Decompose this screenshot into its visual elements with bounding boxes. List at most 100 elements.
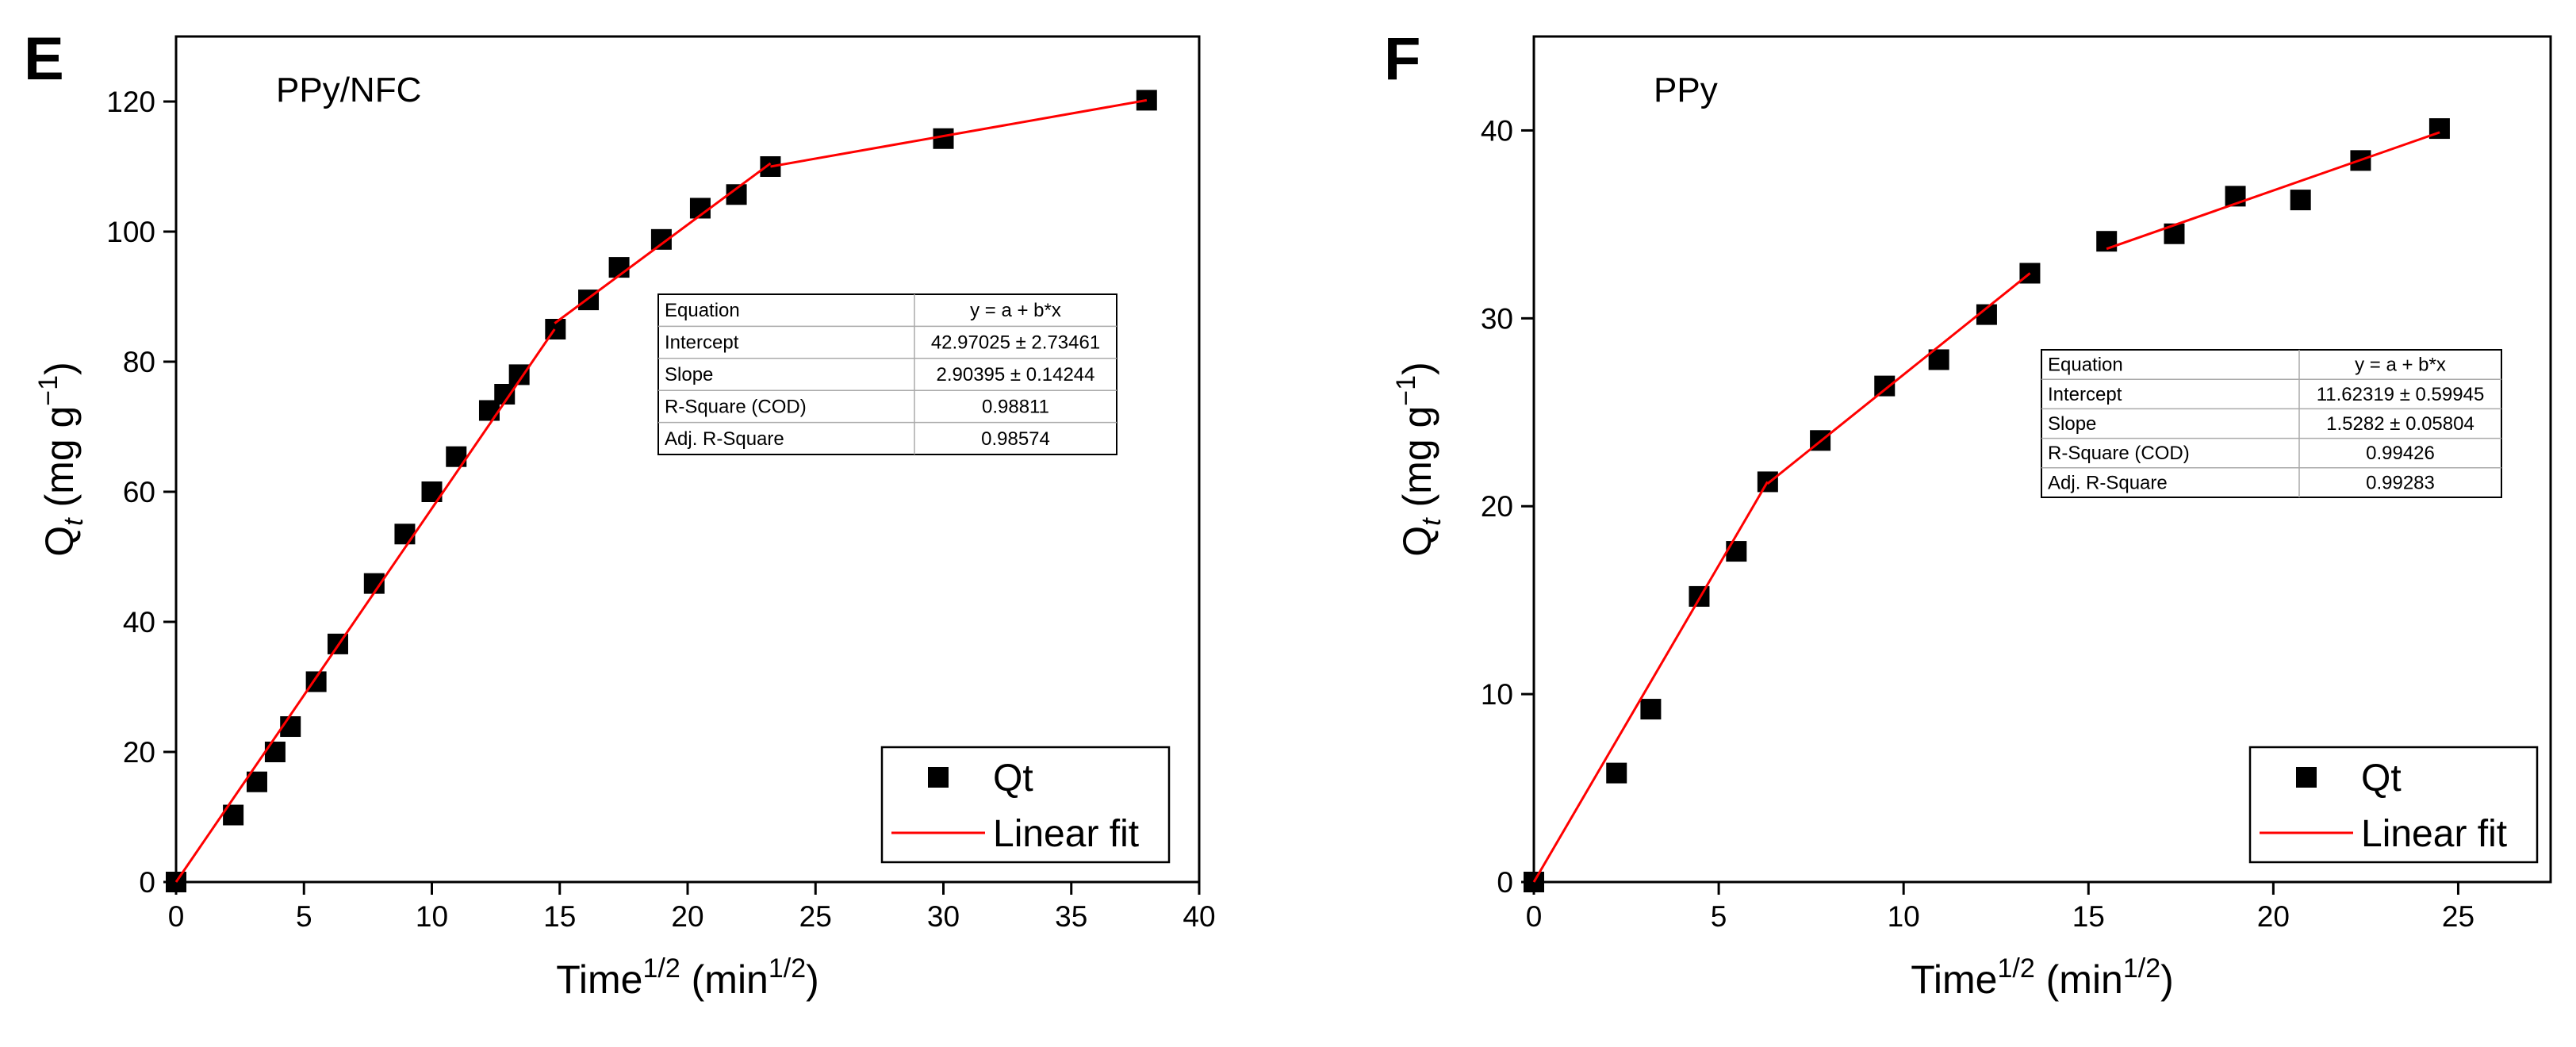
data-point [1689,585,1710,607]
table-cell: 0.99283 [2366,472,2435,493]
axis-label: Qt (mg g−1) [33,362,89,556]
x-tick-label: 20 [671,900,703,933]
label-text: (min [2035,957,2123,1002]
script-text: t [1416,517,1447,526]
script-text: 1/2 [642,953,680,984]
y-tick-label: 60 [123,476,155,508]
y-tick-label: 20 [123,736,155,769]
script-text: 1/2 [1997,953,2034,984]
table-cell: Slope [2048,413,2096,435]
x-tick-label: 15 [543,900,576,933]
plot-frame [1532,35,2552,884]
x-tick-label: 0 [1526,900,1543,933]
table-cell: y = a + b*x [970,300,1061,321]
x-tick-label: 0 [168,900,185,933]
script-text: −1 [1391,375,1421,406]
label-text: Time [1911,957,1997,1002]
x-tick-label: 20 [2257,900,2290,933]
y-tick-label: 40 [1481,114,1513,147]
y-tick-label: 0 [1497,866,1513,899]
panel-label: E [24,25,64,93]
label-text: ) [806,957,819,1002]
data-point [1726,541,1747,562]
y-tick-label: 30 [1481,302,1513,335]
script-text: −1 [33,375,63,406]
label-text: ) [1395,362,1439,375]
legend-frame [880,746,1171,864]
x-tick-label: 25 [799,900,832,933]
data-point [264,742,286,762]
y-tick-label: 80 [123,346,155,378]
y-tick-label: 0 [139,866,155,899]
script-text: t [59,517,89,526]
label-text: Q [37,526,82,557]
x-tick-label: 30 [927,900,960,933]
x-tick-label: 15 [2072,900,2105,933]
table-cell: 2.90395 ± 0.14244 [936,364,1094,385]
table-cell: R-Square (COD) [665,396,807,417]
legend-frame [2248,746,2539,864]
table-cell: 0.99426 [2366,443,2435,464]
x-tick-label: 40 [1183,900,1215,933]
label-text: Q [1395,526,1439,557]
table-frame [657,293,1117,455]
table-cell: Slope [665,364,713,385]
legend-label: Linear fit [993,813,1139,855]
x-tick-label: 35 [1055,900,1087,933]
panel-label: F [1384,25,1420,93]
legend-label: Qt [993,757,1033,800]
table-cell: R-Square (COD) [2048,443,2190,464]
script-text: 1/2 [2123,953,2160,984]
x-tick-label: 10 [1888,900,1920,933]
x-tick-label: 10 [416,900,448,933]
data-point [1874,375,1896,397]
table-cell: 0.98574 [981,428,1050,450]
table-frame [2041,349,2502,498]
label-text: (mg g [37,406,82,519]
y-tick-label: 100 [106,216,155,248]
axis-label: Qt (mg g−1) [1391,362,1447,556]
table-cell: Adj. R-Square [2048,472,2168,493]
y-tick-label: 120 [106,86,155,118]
label-text: (mg g [1395,406,1439,519]
table-cell: Intercept [2048,384,2122,405]
annotation: PPy [1654,71,1718,109]
table-cell: Adj. R-Square [665,428,784,450]
table-cell: y = a + b*x [2355,355,2446,376]
axis-label: Time1/2 (min1/2) [556,953,819,1002]
legend-swatch [928,767,949,788]
table-cell: Equation [2048,355,2123,376]
data-point [1640,699,1662,720]
x-tick-label: 5 [1711,900,1727,933]
data-point [760,156,781,177]
table-cell: Intercept [665,332,739,354]
table-cell: 42.97025 ± 2.73461 [931,332,1100,354]
fit-line [174,98,1148,883]
data-point [394,524,416,545]
y-tick-label: 20 [1481,490,1513,523]
data-point [933,128,954,149]
axis-label: Time1/2 (min1/2) [1911,953,2174,1002]
table-cell: 11.62319 ± 0.59945 [2317,384,2485,405]
table-cell: 1.5282 ± 0.05804 [2326,413,2474,435]
legend-label: Qt [2361,757,2402,800]
label-text: ) [2160,957,2174,1002]
label-text: ) [37,362,82,375]
fit-line [1532,131,2440,883]
label-text: Time [556,957,642,1002]
legend-label: Linear fit [2361,813,2507,855]
x-tick-label: 5 [296,900,312,933]
legend-swatch [2296,767,2317,788]
script-text: 1/2 [769,953,806,984]
table-cell: 0.98811 [982,396,1049,417]
annotation: PPy/NFC [276,71,421,109]
data-point [1757,471,1778,493]
x-tick-label: 25 [2442,900,2474,933]
label-text: (min [680,957,769,1002]
y-tick-label: 10 [1481,678,1513,711]
data-point [1606,762,1627,784]
y-tick-label: 40 [123,606,155,639]
table-cell: Equation [665,300,740,321]
data-point [2290,190,2311,211]
